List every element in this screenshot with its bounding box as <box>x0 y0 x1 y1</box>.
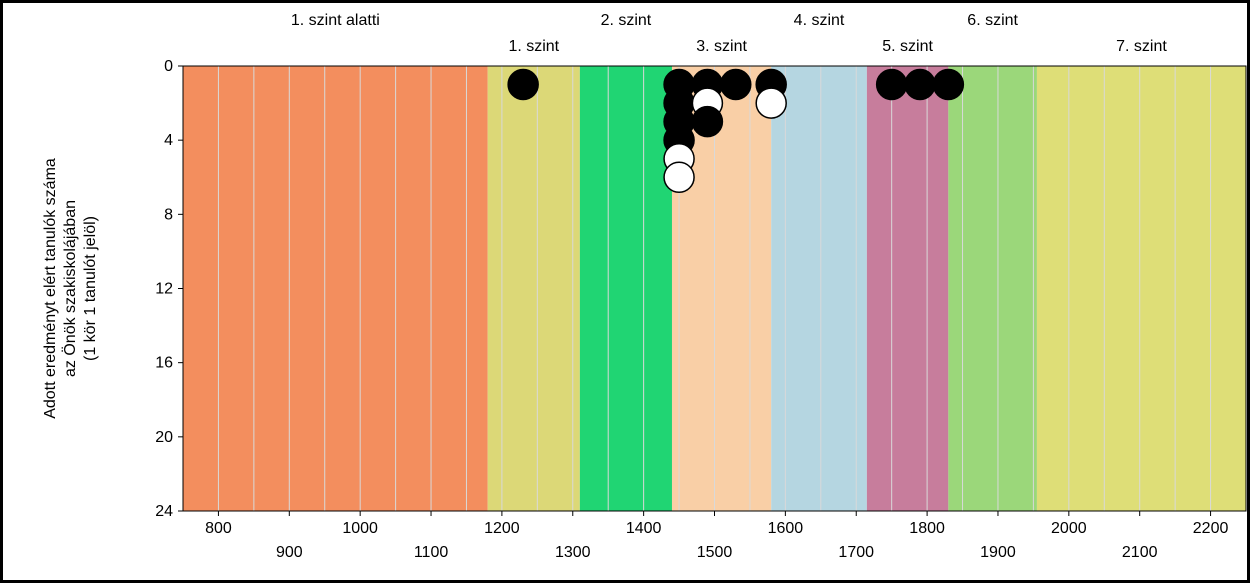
student-marker <box>692 107 722 137</box>
level-band-label: 1. szint <box>508 38 559 55</box>
x-tick-label: 800 <box>205 520 232 537</box>
y-axis-label-line: Adott eredményt elért tanulók száma <box>42 158 59 419</box>
x-tick-label: 1100 <box>414 544 449 561</box>
y-tick-label: 4 <box>164 132 173 149</box>
x-tick-label: 1200 <box>484 520 520 537</box>
student-marker <box>933 70 963 100</box>
level-band-label: 4. szint <box>794 12 845 29</box>
y-tick-label: 16 <box>155 355 173 372</box>
student-marker <box>508 70 538 100</box>
x-tick-label: 2200 <box>1193 520 1229 537</box>
x-tick-label: 2000 <box>1051 520 1087 537</box>
level-band <box>1037 66 1246 511</box>
y-tick-label: 0 <box>164 58 173 75</box>
x-tick-label: 1800 <box>909 520 945 537</box>
level-band <box>867 66 948 511</box>
x-tick-label: 1900 <box>980 544 1016 561</box>
dot-chart: 0 4 8 12 16 20 24 800 1000 1200 1400 1600 1800 2000 22… <box>3 3 1247 580</box>
y-tick-label: 20 <box>155 429 173 446</box>
y-tick-label: 24 <box>155 503 173 520</box>
level-band <box>183 66 488 511</box>
level-band-label: 7. szint <box>1116 38 1167 55</box>
level-band-label: 6. szint <box>967 12 1018 29</box>
x-tick-label: 2100 <box>1122 544 1158 561</box>
y-tick-label: 8 <box>164 206 173 223</box>
x-tick-label: 1500 <box>697 544 733 561</box>
level-band-label: 1. szint alatti <box>291 12 380 29</box>
student-marker <box>664 162 694 192</box>
level-band <box>948 66 1037 511</box>
y-axis-label-line: (1 kör 1 tanulót jelöl) <box>82 216 99 361</box>
x-tick-label: 1600 <box>768 520 804 537</box>
y-axis-label-line: az Önök szakiskolájában <box>61 200 79 377</box>
student-marker <box>905 70 935 100</box>
x-tick-label: 1000 <box>342 520 378 537</box>
student-marker <box>877 70 907 100</box>
chart-frame: 0 4 8 12 16 20 24 800 1000 1200 1400 1600 1800 2000 22… <box>0 0 1250 583</box>
student-marker <box>721 70 751 100</box>
level-band-label: 2. szint <box>601 12 652 29</box>
level-band-label: 3. szint <box>696 38 747 55</box>
x-tick-label: 1300 <box>555 544 591 561</box>
student-marker <box>756 88 786 118</box>
x-tick-label: 1700 <box>838 544 874 561</box>
level-band <box>580 66 672 511</box>
y-tick-label: 12 <box>155 281 173 298</box>
level-band-label: 5. szint <box>882 38 933 55</box>
x-tick-label: 1400 <box>626 520 662 537</box>
x-tick-label: 900 <box>276 544 303 561</box>
